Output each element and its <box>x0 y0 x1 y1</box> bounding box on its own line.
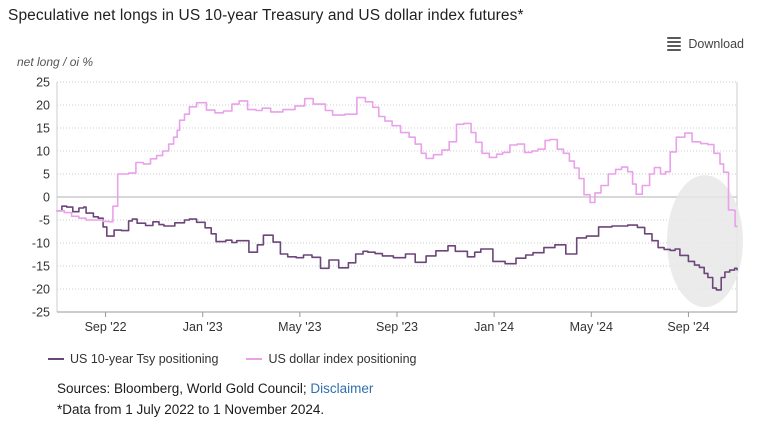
svg-text:-25: -25 <box>32 306 50 320</box>
legend-label-usd: US dollar index positioning <box>268 352 417 366</box>
legend-item-tsy[interactable]: US 10-year Tsy positioning <box>48 352 218 366</box>
download-label: Download <box>688 37 744 51</box>
svg-text:5: 5 <box>43 168 50 182</box>
sources-text: Sources: Bloomberg, World Gold Council; <box>57 381 307 396</box>
disclaimer-link[interactable]: Disclaimer <box>310 381 374 396</box>
svg-text:Jan '24: Jan '24 <box>474 320 514 334</box>
sources-line: Sources: Bloomberg, World Gold Council; … <box>57 381 373 396</box>
svg-text:20: 20 <box>36 99 50 113</box>
svg-text:-5: -5 <box>39 214 50 228</box>
svg-text:May '24: May '24 <box>570 320 613 334</box>
legend-item-usd[interactable]: US dollar index positioning <box>246 352 416 366</box>
footnote: *Data from 1 July 2022 to 1 November 202… <box>57 402 325 417</box>
chart-canvas: -25 -20 -15 -10 -5 0 5 10 15 20 25 Sep '22 Jan '23 Ma… <box>32 76 743 334</box>
svg-text:15: 15 <box>36 122 50 136</box>
svg-text:-20: -20 <box>32 283 50 297</box>
svg-text:May '23: May '23 <box>278 320 321 334</box>
svg-text:-10: -10 <box>32 237 50 251</box>
download-button[interactable]: Download <box>667 37 744 51</box>
usd-line-swatch-icon <box>246 358 263 360</box>
svg-text:-15: -15 <box>32 260 50 274</box>
chart-title: Speculative net longs in US 10-year Trea… <box>8 7 524 24</box>
svg-text:Sep '23: Sep '23 <box>376 320 418 334</box>
svg-text:25: 25 <box>36 76 50 90</box>
chart-legend: US 10-year Tsy positioning US dollar ind… <box>48 352 444 366</box>
svg-text:0: 0 <box>43 191 50 205</box>
svg-text:10: 10 <box>36 145 50 159</box>
svg-text:Sep '24: Sep '24 <box>667 320 709 334</box>
svg-text:Jan '23: Jan '23 <box>183 320 223 334</box>
tsy-line-swatch-icon <box>48 358 64 360</box>
svg-text:Sep '22: Sep '22 <box>85 320 127 334</box>
legend-label-tsy: US 10-year Tsy positioning <box>70 352 219 366</box>
y-axis-title: net long / oi % <box>17 55 94 69</box>
hamburger-menu-icon <box>667 37 682 51</box>
